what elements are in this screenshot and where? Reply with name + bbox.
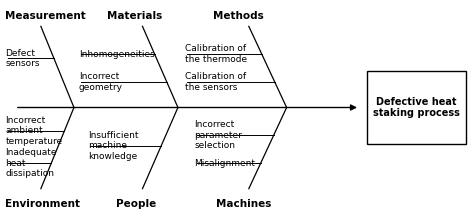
Text: Measurement: Measurement [5,11,86,21]
Text: Calibration of
the sensors: Calibration of the sensors [185,72,246,92]
FancyBboxPatch shape [367,71,466,144]
Text: Environment: Environment [5,199,81,209]
Text: People: People [117,199,157,209]
Text: Inhomogeneities: Inhomogeneities [79,50,155,59]
Text: Methods: Methods [213,11,264,21]
Text: Inadequate
heat
dissipation: Inadequate heat dissipation [5,148,57,178]
Text: Defect
sensors: Defect sensors [5,49,40,68]
Text: Defective heat
staking process: Defective heat staking process [373,97,460,118]
Text: Calibration of
the thermode: Calibration of the thermode [185,44,247,64]
Text: Machines: Machines [216,199,271,209]
Text: Incorrect
parameter
selection: Incorrect parameter selection [194,120,242,150]
Text: Materials: Materials [107,11,162,21]
Text: Insufficient
machine
knowledge: Insufficient machine knowledge [88,131,138,161]
Text: Misalignment: Misalignment [194,158,255,167]
Text: Incorrect
ambient
temperature: Incorrect ambient temperature [5,116,63,146]
Text: Incorrect
geometry: Incorrect geometry [79,72,123,92]
